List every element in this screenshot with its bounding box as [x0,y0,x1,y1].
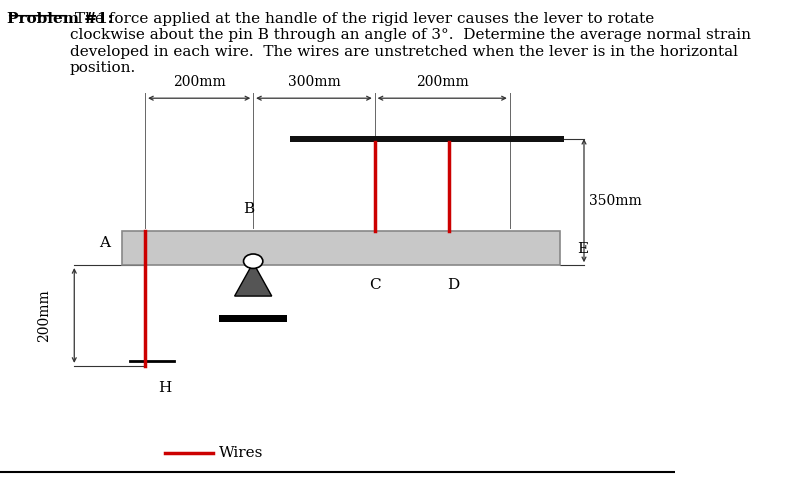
Text: D: D [447,278,460,292]
Text: H: H [158,381,171,395]
Text: E: E [578,242,588,256]
Text: 200mm: 200mm [37,289,51,342]
Text: B: B [243,202,254,216]
Text: 200mm: 200mm [416,75,469,89]
Text: 200mm: 200mm [173,75,226,89]
Text: C: C [369,278,381,292]
Ellipse shape [243,254,263,269]
Text: A: A [99,236,110,250]
Text: 300mm: 300mm [287,75,340,89]
Polygon shape [234,263,272,296]
Bar [290,136,564,142]
Bar [122,231,560,265]
Bar [219,315,287,322]
Text: The force applied at the handle of the rigid lever causes the lever to rotate
cl: The force applied at the handle of the r… [70,12,750,75]
Text: Problem #1:: Problem #1: [6,12,113,27]
Text: 350mm: 350mm [589,193,642,208]
Text: Wires: Wires [219,446,264,460]
